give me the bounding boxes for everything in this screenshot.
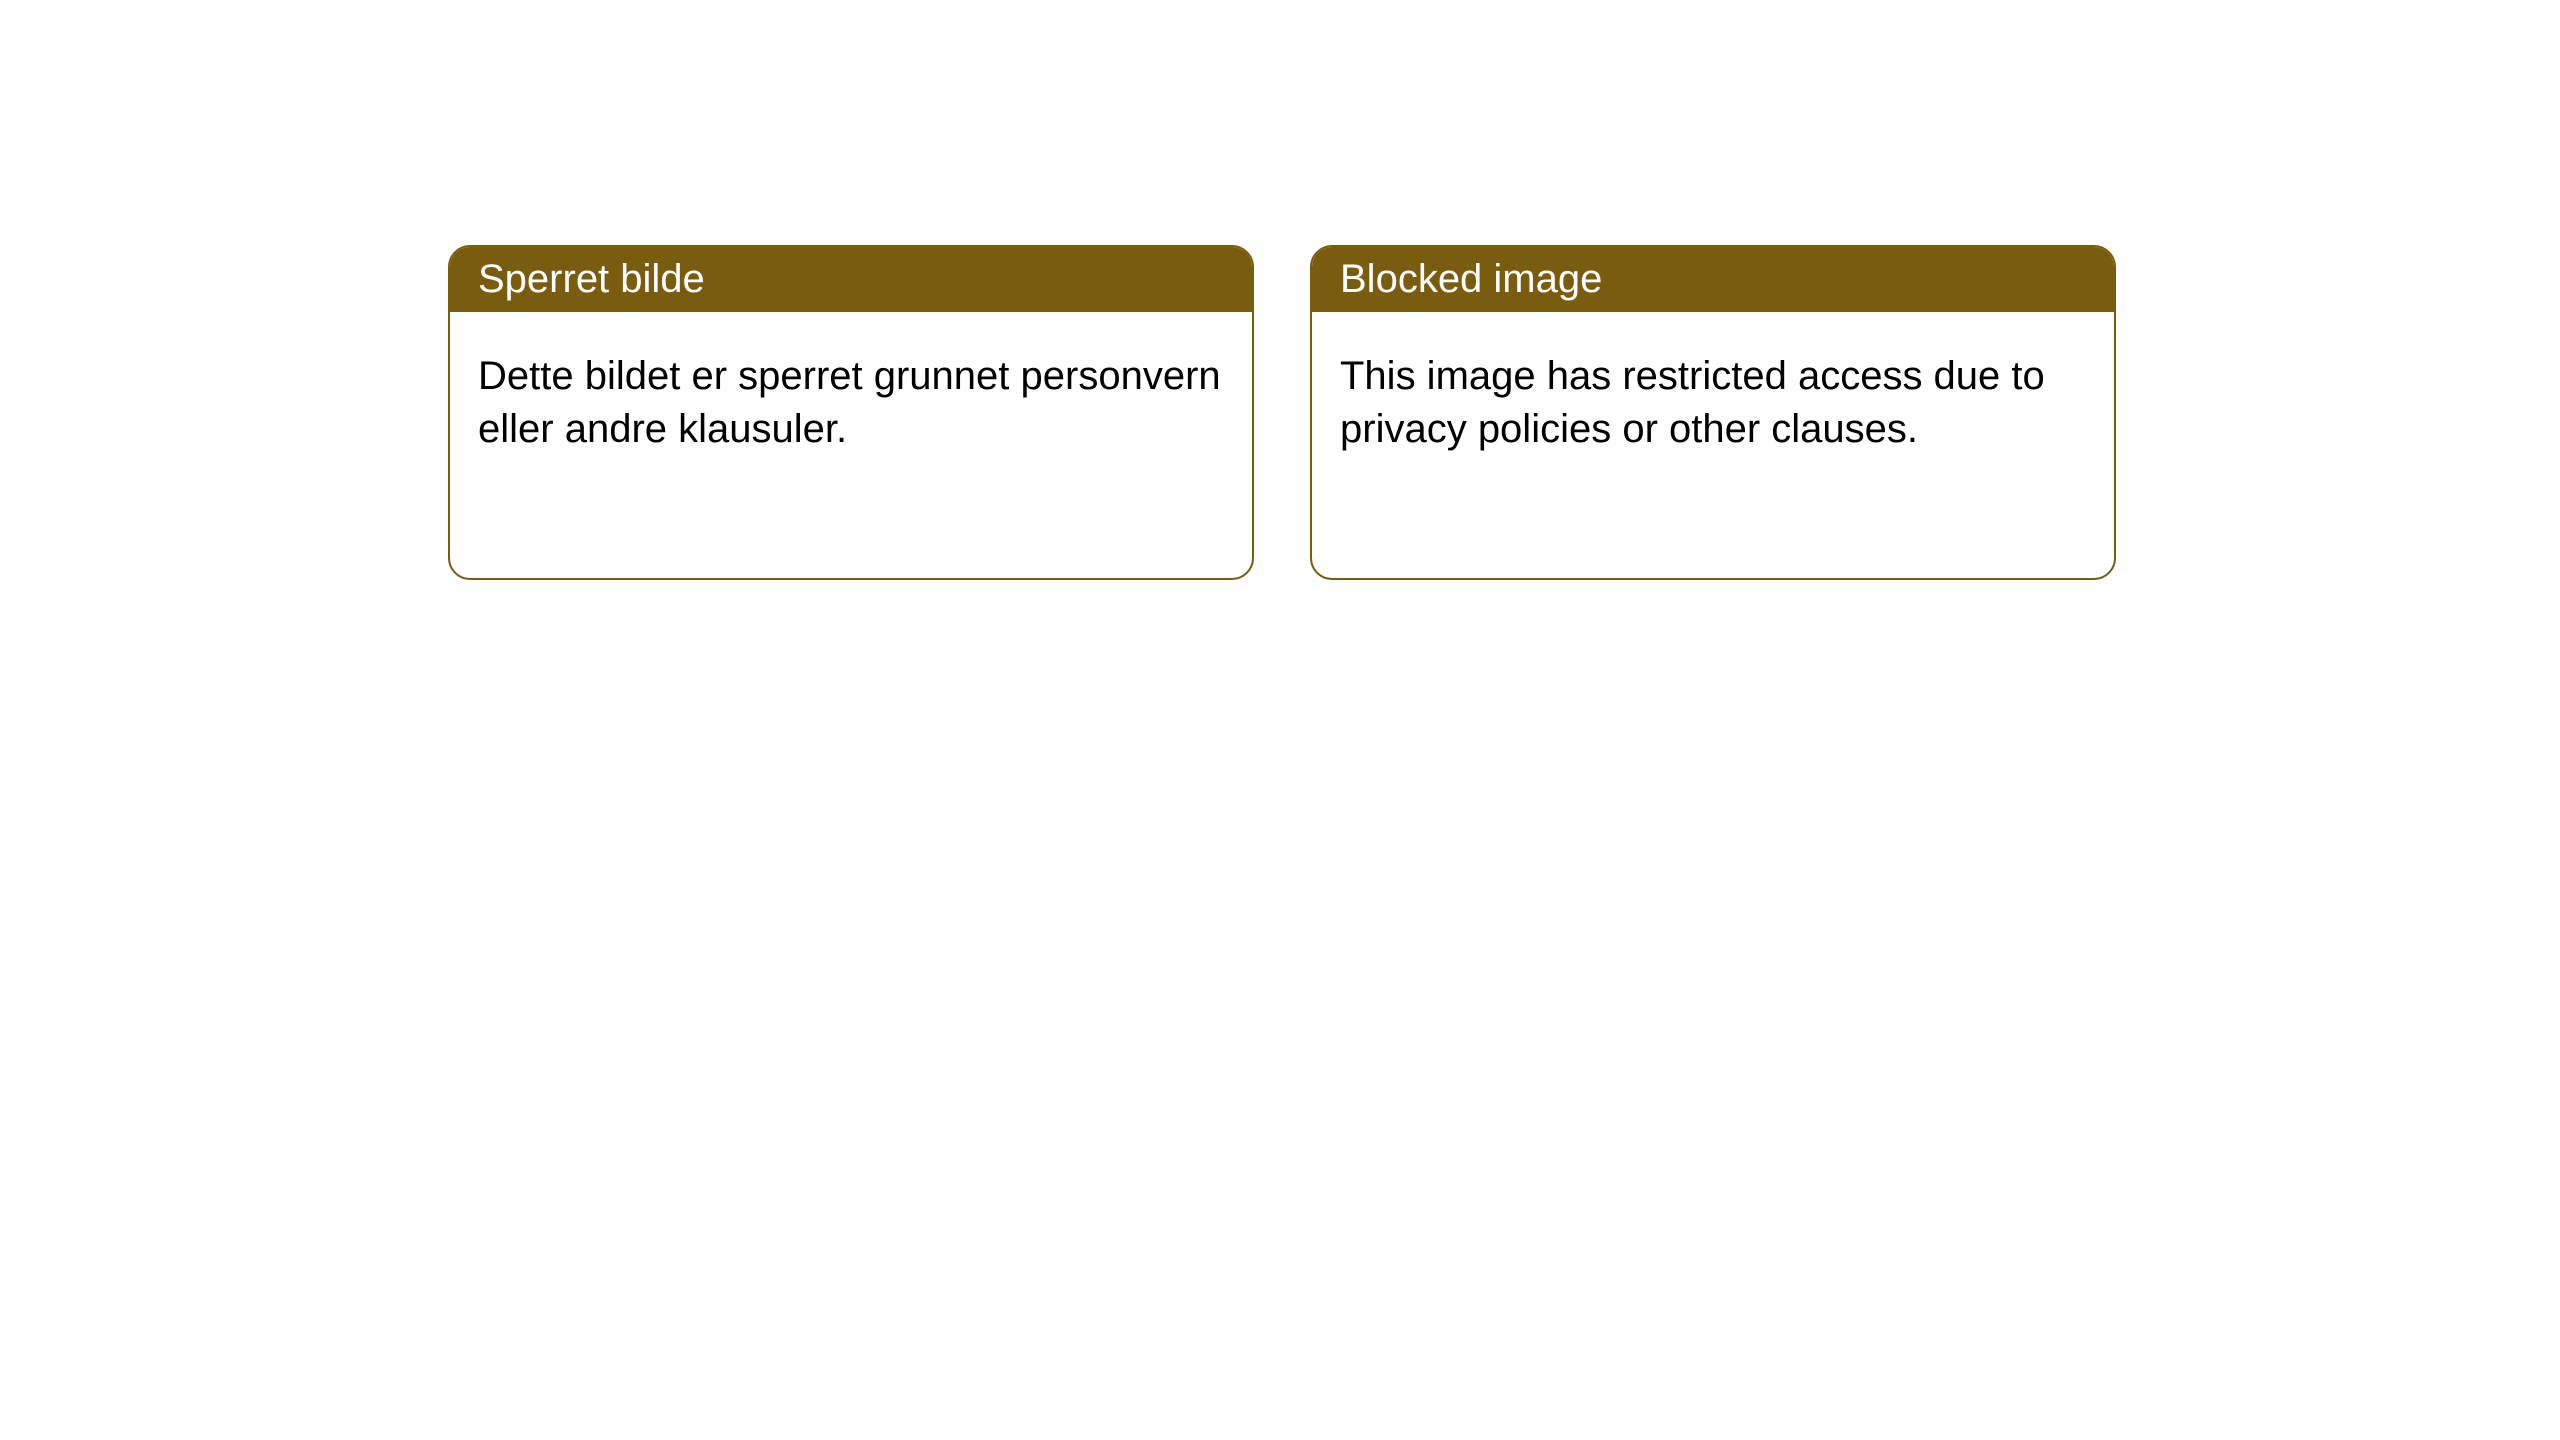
card-header: Sperret bilde <box>450 247 1252 312</box>
card-title: Blocked image <box>1340 257 1602 301</box>
card-body: This image has restricted access due to … <box>1312 312 2114 494</box>
card-body: Dette bildet er sperret grunnet personve… <box>450 312 1252 494</box>
card-body-text: This image has restricted access due to … <box>1340 354 2045 451</box>
card-header: Blocked image <box>1312 247 2114 312</box>
card-body-text: Dette bildet er sperret grunnet personve… <box>478 354 1221 451</box>
card-title: Sperret bilde <box>478 257 705 301</box>
notice-container: Sperret bilde Dette bildet er sperret gr… <box>0 0 2560 580</box>
notice-card-english: Blocked image This image has restricted … <box>1310 245 2116 580</box>
notice-card-norwegian: Sperret bilde Dette bildet er sperret gr… <box>448 245 1254 580</box>
